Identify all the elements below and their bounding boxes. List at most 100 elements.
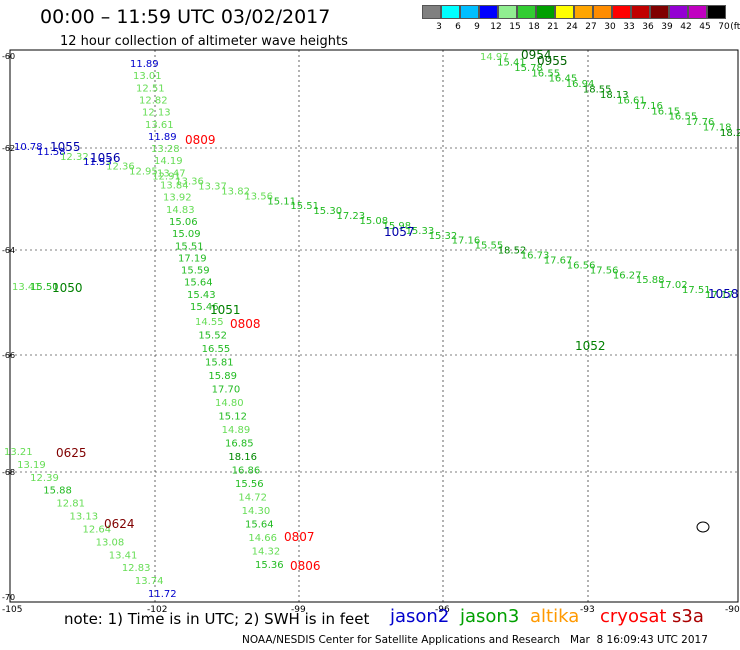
- wave-height-value: 15.59: [181, 266, 210, 277]
- legend-cryosat: cryosat: [600, 606, 667, 627]
- map-frame: [9, 49, 739, 603]
- credit-line: NOAA/NESDIS Center for Satellite Applica…: [242, 634, 708, 646]
- scale-tick-label: 24: [566, 22, 578, 32]
- wave-height-value: 16.55: [531, 68, 560, 79]
- pass-time-label: 0808: [230, 317, 261, 331]
- wave-height-value: 16.94: [566, 79, 595, 90]
- scale-tick-label: 12: [490, 22, 502, 32]
- wave-height-value: 17.51: [682, 285, 711, 296]
- legend-jason2: jason2: [390, 606, 450, 627]
- wave-height-value: 14.30: [242, 506, 271, 517]
- scale-swatch: [479, 5, 498, 19]
- wave-height-value: 15.78: [514, 63, 543, 74]
- scale-swatch: [650, 5, 669, 19]
- wave-height-value: 17.56: [590, 265, 619, 276]
- pass-time-label: 0625: [56, 446, 87, 460]
- scale-swatch: [688, 5, 707, 19]
- wave-height-value: 12.91: [152, 172, 181, 183]
- scale-swatch: [707, 5, 726, 19]
- wave-height-value: 17.02: [659, 280, 688, 291]
- map-border: [9, 49, 739, 603]
- pass-time-label: 0954: [521, 48, 552, 62]
- wave-height-value: 17.16: [452, 236, 481, 247]
- scale-tick-label: 21: [547, 22, 559, 32]
- pass-time-label: 0809: [185, 133, 216, 147]
- latitude-label: -66: [2, 351, 15, 360]
- wave-height-value: 15.41: [497, 57, 526, 68]
- longitude-label: -90: [725, 605, 740, 615]
- scale-tick-label: 42: [680, 22, 692, 32]
- wave-height-value: 12.82: [139, 95, 168, 106]
- map-axis-labels: -60 -62 -64 -66 -68 -70 -105 -102 -99 -96 -93 -90: [2, 52, 740, 615]
- wave-height-value: 17.70: [212, 385, 241, 396]
- wave-height-value: 14.97: [480, 52, 509, 63]
- pass-time-label: 1051: [210, 303, 241, 317]
- wave-height-value: 18.55: [583, 85, 612, 96]
- scale-tick-label: 30: [604, 22, 616, 32]
- wave-height-value: 16.55: [669, 112, 698, 123]
- wave-height-value: 15.06: [169, 217, 198, 228]
- scale-tick-label: 6: [455, 22, 461, 32]
- wave-height-value: 13.01: [133, 71, 162, 82]
- wave-height-value: 14.89: [222, 425, 251, 436]
- pass-time-label: 0955: [537, 54, 568, 68]
- wave-height-value: 12.83: [122, 563, 151, 574]
- wave-height-value: 11.89: [148, 132, 177, 143]
- scale-tick-label: 33: [623, 22, 635, 32]
- longitude-label: -102: [147, 605, 167, 615]
- wave-height-value: 13.74: [135, 576, 164, 587]
- scale-swatch: [555, 5, 574, 19]
- wave-height-value: 12.95: [129, 167, 158, 178]
- pass-time-label: 1050: [52, 281, 83, 295]
- wave-height-value: 15.09: [172, 229, 201, 240]
- wave-height-value: 11.72: [148, 589, 177, 600]
- wave-height-value: 11.58: [37, 147, 66, 158]
- wave-height-value: 15.33: [406, 226, 435, 237]
- wave-height-value: 16.85: [225, 439, 254, 450]
- wave-height-value: 16.73: [521, 251, 550, 262]
- scale-swatch: [574, 5, 593, 19]
- wave-height-value: 13.41: [109, 550, 138, 561]
- scale-swatch: [422, 5, 441, 19]
- wave-height-value: 17.16: [634, 101, 663, 112]
- wave-height-tracks: 14.9715.4115.7816.5516.4516.9418.5518.13…: [4, 52, 740, 600]
- scale-tick-label: 39: [661, 22, 673, 32]
- pass-time-label: 0624: [104, 517, 135, 531]
- scale-tick-label: 9: [474, 22, 480, 32]
- wave-height-value: 15.36: [255, 560, 284, 571]
- scale-swatch: [669, 5, 688, 19]
- scale-tick-label: 18: [528, 22, 540, 32]
- wave-height-value: 12.81: [56, 499, 85, 510]
- scale-swatch: [612, 5, 631, 19]
- wave-height-value: 13.36: [175, 177, 204, 188]
- scale-swatch: [517, 5, 536, 19]
- scale-tick-label: 27: [585, 22, 597, 32]
- wave-height-value: 15.52: [198, 331, 227, 342]
- wave-height-value: 13.92: [163, 193, 192, 204]
- wave-height-value: 11.53: [83, 157, 112, 168]
- wave-height-value: 15.12: [218, 412, 247, 423]
- longitude-label: -105: [2, 605, 22, 615]
- wave-height-value: 17.76: [686, 117, 715, 128]
- wave-height-value: 18.16: [228, 452, 257, 463]
- wave-height-value: 13.19: [17, 460, 46, 471]
- scale-swatch: [441, 5, 460, 19]
- wave-height-value: 14.80: [215, 398, 244, 409]
- scale-tick-label: 15: [509, 22, 521, 32]
- footer-note: note: 1) Time is in UTC; 2) SWH is in fe…: [64, 610, 370, 628]
- scale-swatch: [593, 5, 612, 19]
- wave-height-value: 13.37: [198, 181, 227, 192]
- pass-time-label: 1056: [90, 151, 121, 165]
- pass-time-label: 1057: [384, 225, 415, 239]
- wave-height-value: 15.51: [290, 201, 319, 212]
- wave-height-value: 16.15: [651, 106, 680, 117]
- wave-height-value: 14.32: [252, 547, 281, 558]
- scale-tick-label: 3: [436, 22, 442, 32]
- pass-time-label: 1058: [708, 287, 739, 301]
- wave-height-value: 15.88: [636, 275, 665, 286]
- wave-height-value: 16.45: [549, 74, 578, 85]
- pass-time-label: 0806: [290, 559, 321, 573]
- wave-height-value: 15.43: [187, 290, 216, 301]
- legend-altika: altika: [530, 606, 580, 627]
